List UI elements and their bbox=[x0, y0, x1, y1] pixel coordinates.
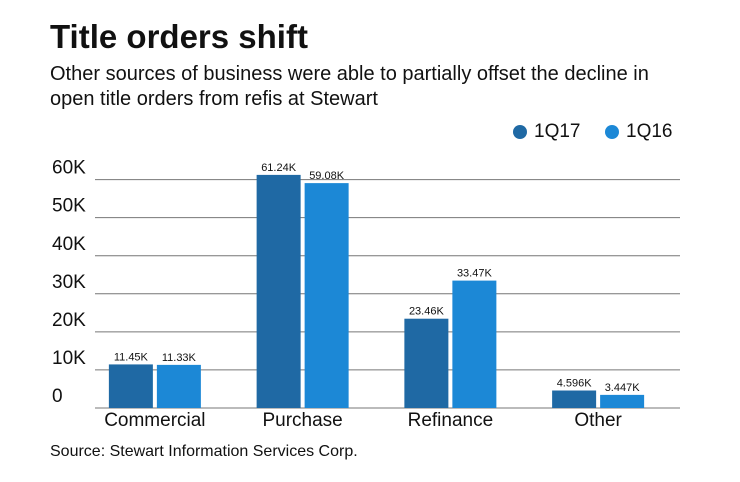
x-tick-label: Commercial bbox=[104, 410, 205, 431]
y-tick-label: 10K bbox=[52, 348, 86, 369]
legend-label: 1Q16 bbox=[626, 121, 672, 142]
bar bbox=[552, 390, 597, 408]
bar bbox=[452, 280, 497, 408]
source-note: Source: Stewart Information Services Cor… bbox=[50, 443, 358, 460]
value-label: 11.33K bbox=[162, 352, 197, 364]
y-tick-label: 50K bbox=[52, 196, 86, 217]
value-label: 11.45K bbox=[114, 351, 149, 363]
value-label: 23.46K bbox=[409, 306, 445, 318]
bar bbox=[156, 364, 201, 408]
value-label: 4.596K bbox=[557, 377, 593, 389]
y-tick-label: 20K bbox=[52, 310, 86, 331]
y-tick-label: 60K bbox=[52, 158, 86, 179]
value-label: 59.08K bbox=[309, 170, 345, 182]
x-tick-label: Other bbox=[574, 410, 622, 431]
chart-subtitle: Other sources of business were able to p… bbox=[50, 63, 649, 110]
bar bbox=[404, 318, 449, 408]
x-tick-label: Refinance bbox=[408, 410, 494, 431]
bar bbox=[600, 394, 645, 408]
bar bbox=[108, 364, 153, 408]
value-label: 61.24K bbox=[261, 162, 297, 174]
bar bbox=[256, 174, 301, 408]
y-tick-label: 30K bbox=[52, 272, 86, 293]
chart-title: Title orders shift bbox=[50, 18, 308, 55]
legend-marker bbox=[605, 125, 619, 139]
y-tick-label: 40K bbox=[52, 234, 86, 255]
x-tick-label: Purchase bbox=[262, 410, 342, 431]
value-label: 3.447K bbox=[605, 382, 641, 394]
value-label: 33.47K bbox=[457, 268, 493, 280]
legend-label: 1Q17 bbox=[534, 121, 580, 142]
bar bbox=[304, 183, 349, 408]
y-tick-label: 0 bbox=[52, 386, 63, 407]
legend-marker bbox=[513, 125, 527, 139]
